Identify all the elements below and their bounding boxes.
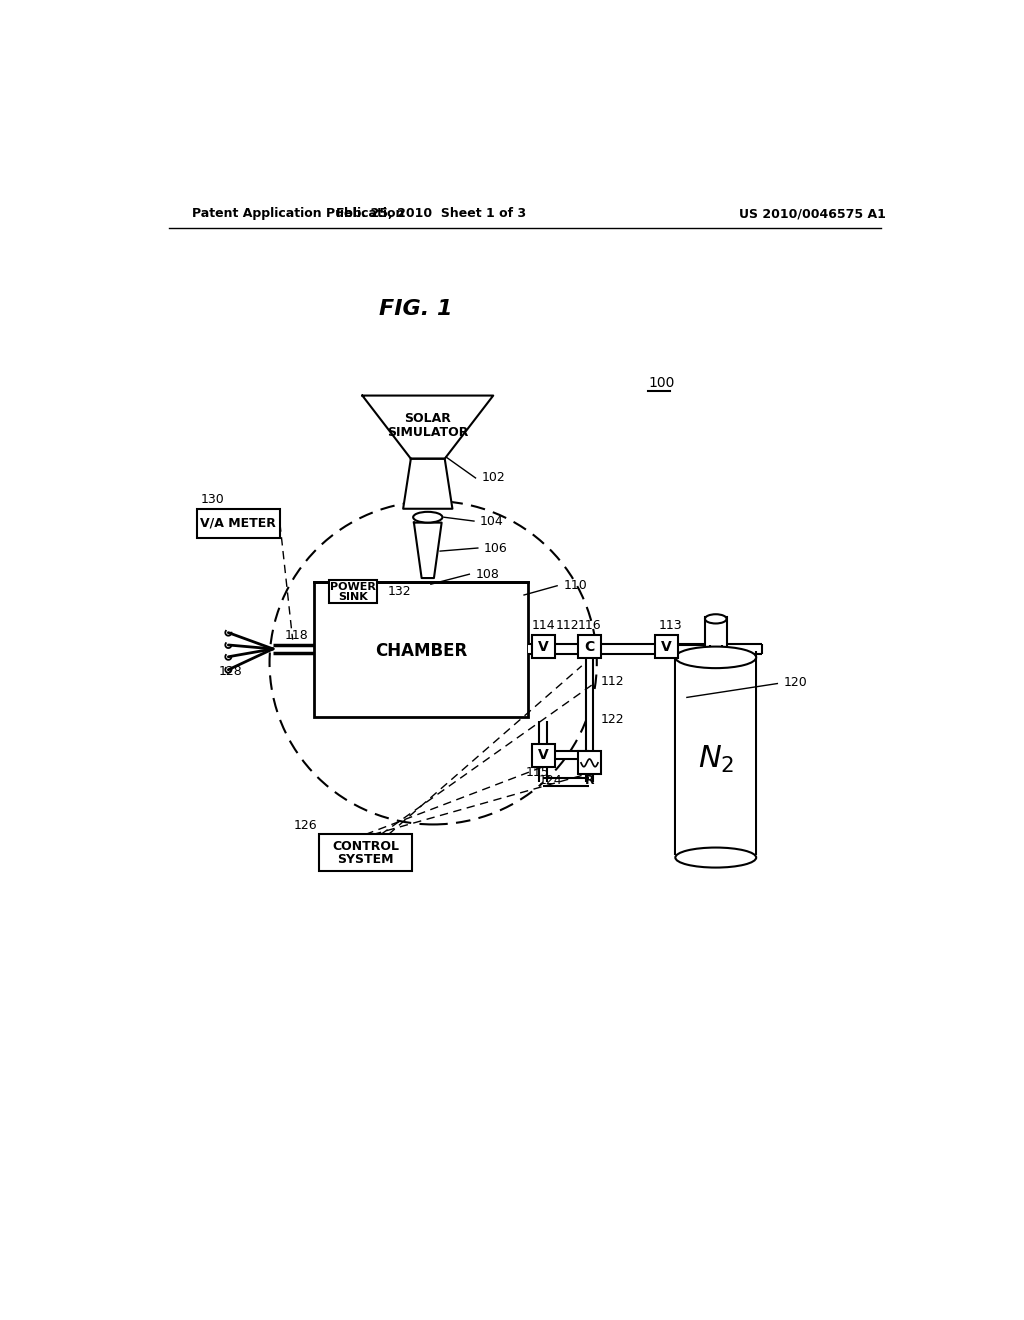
Text: SOLAR: SOLAR	[404, 412, 452, 425]
Bar	[330, 579, 377, 603]
Bar	[531, 743, 555, 767]
Text: CONTROL: CONTROL	[332, 841, 399, 853]
Text: $N_2$: $N_2$	[697, 743, 734, 775]
Ellipse shape	[413, 512, 442, 523]
Bar	[705, 616, 727, 651]
Text: V: V	[662, 640, 672, 653]
Text: 113: 113	[658, 619, 682, 632]
Text: 124: 124	[539, 774, 562, 787]
Text: SINK: SINK	[338, 591, 368, 602]
Text: 120: 120	[783, 676, 807, 689]
Text: 114: 114	[531, 619, 555, 632]
Bar	[586, 659, 593, 781]
Text: C: C	[585, 640, 595, 653]
Bar	[313, 582, 528, 717]
Bar	[540, 721, 547, 743]
Polygon shape	[362, 396, 494, 459]
Text: 112: 112	[601, 675, 625, 688]
Text: 118: 118	[285, 628, 308, 642]
Text: 104: 104	[480, 515, 504, 528]
Text: 102: 102	[481, 471, 506, 484]
Bar	[555, 751, 590, 759]
Bar	[531, 635, 555, 659]
Text: 126: 126	[294, 818, 317, 832]
Text: 108: 108	[475, 568, 500, 581]
Text: 106: 106	[484, 541, 508, 554]
Text: SIMULATOR: SIMULATOR	[387, 426, 468, 440]
Text: Patent Application Publication: Patent Application Publication	[193, 207, 404, 220]
Polygon shape	[414, 523, 441, 578]
Bar	[578, 751, 601, 775]
Text: 130: 130	[201, 492, 224, 506]
Text: V: V	[538, 748, 549, 762]
Text: US 2010/0046575 A1: US 2010/0046575 A1	[739, 207, 886, 220]
Text: FIG. 1: FIG. 1	[379, 298, 453, 318]
Bar	[544, 779, 590, 785]
Text: R: R	[585, 774, 594, 787]
Ellipse shape	[676, 847, 756, 867]
Text: V: V	[538, 640, 549, 653]
Text: 115: 115	[525, 767, 549, 779]
Bar	[578, 635, 601, 659]
Bar	[676, 663, 756, 855]
Text: 100: 100	[648, 376, 675, 391]
Polygon shape	[403, 459, 453, 508]
Bar	[197, 508, 280, 539]
Text: 116: 116	[578, 619, 601, 632]
Ellipse shape	[676, 647, 756, 668]
Text: 122: 122	[601, 713, 625, 726]
Bar	[528, 644, 762, 653]
Text: V/A METER: V/A METER	[201, 517, 276, 529]
Bar	[655, 635, 678, 659]
Text: 112: 112	[555, 619, 579, 632]
Text: CHAMBER: CHAMBER	[375, 643, 467, 660]
Bar	[319, 834, 412, 871]
Text: 110: 110	[563, 579, 587, 593]
Ellipse shape	[705, 614, 727, 623]
Text: SYSTEM: SYSTEM	[337, 853, 393, 866]
Text: 128: 128	[219, 665, 243, 678]
Text: POWER: POWER	[330, 582, 376, 593]
Text: Feb. 25, 2010  Sheet 1 of 3: Feb. 25, 2010 Sheet 1 of 3	[336, 207, 526, 220]
Text: 132: 132	[388, 585, 412, 598]
